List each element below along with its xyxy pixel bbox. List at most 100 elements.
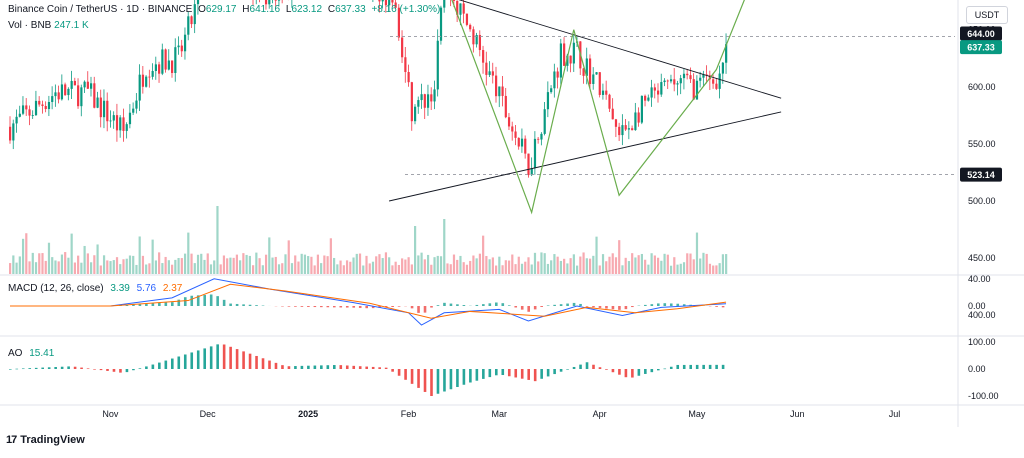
- macd-histogram-bar: [547, 305, 550, 306]
- volume-bar: [592, 256, 594, 274]
- volume-bar: [307, 256, 309, 274]
- volume-bar: [563, 259, 565, 274]
- ao-histogram-bar: [41, 368, 44, 369]
- candle: [644, 96, 646, 101]
- ao-histogram-bar: [223, 344, 226, 369]
- candle: [625, 125, 627, 129]
- volume-bar: [582, 252, 584, 274]
- candle: [142, 75, 144, 87]
- ao-histogram-bar: [203, 348, 206, 369]
- candle: [77, 85, 79, 106]
- volume-bar: [644, 260, 646, 274]
- volume-bar: [207, 253, 209, 274]
- volume-bar: [139, 236, 141, 274]
- macd-histogram-bar: [203, 295, 206, 306]
- volume-bar: [210, 264, 212, 274]
- ao-histogram-bar: [28, 368, 31, 369]
- macd-histogram-bar: [612, 306, 615, 309]
- ao-histogram-bar: [489, 369, 492, 377]
- volume-bar: [352, 257, 354, 274]
- candle: [119, 117, 121, 130]
- currency-button[interactable]: USDT: [966, 6, 1008, 24]
- ao-histogram-bar: [456, 369, 459, 387]
- volume-bar: [595, 237, 597, 274]
- volume-bar: [64, 252, 66, 274]
- ao-histogram-bar: [126, 369, 129, 372]
- volume-bar: [550, 260, 552, 274]
- ao-histogram-bar: [391, 369, 394, 372]
- ao-histogram-bar: [22, 368, 25, 369]
- volume-bar: [142, 256, 144, 274]
- volume-bar: [132, 256, 134, 274]
- ao-histogram-bar: [476, 369, 479, 381]
- volume-bar: [15, 263, 17, 274]
- candle: [557, 71, 559, 77]
- candle: [595, 72, 597, 74]
- ao-histogram-bar: [430, 369, 433, 396]
- candle: [589, 58, 591, 84]
- candle: [459, 3, 461, 14]
- volume-bar: [226, 258, 228, 274]
- ao-histogram-bar: [177, 357, 180, 369]
- macd-title: MACD (12, 26, close): [8, 283, 104, 294]
- candle: [663, 81, 665, 82]
- macd-histogram-bar: [670, 303, 673, 306]
- ao-tick-label: 0.00: [968, 364, 986, 374]
- volume-bar: [236, 255, 238, 274]
- volume-bar: [463, 262, 465, 274]
- ao-histogram-bar: [61, 367, 64, 369]
- ohlc-header: Binance Coin / TetherUS · 1D · BINANCE O…: [8, 4, 440, 15]
- ao-histogram-bar: [15, 369, 18, 370]
- ao-histogram-bar: [184, 354, 187, 369]
- candle: [148, 77, 150, 78]
- volume-bar: [22, 239, 24, 274]
- macd-histogram-bar: [359, 306, 362, 308]
- ao-histogram-bar: [586, 362, 589, 369]
- candle: [715, 84, 717, 89]
- macd-histogram-bar: [605, 306, 608, 309]
- macd-histogram-bar: [715, 306, 718, 307]
- ao-histogram-bar: [132, 369, 135, 370]
- candle: [599, 72, 601, 95]
- volume-bar: [297, 262, 299, 274]
- volume-bar: [456, 260, 458, 274]
- volume-bar: [615, 257, 617, 274]
- candle: [382, 0, 384, 1]
- macd-histogram-bar: [450, 304, 453, 306]
- volume-bar: [446, 263, 448, 274]
- ao-histogram-bar: [463, 369, 466, 385]
- macd-histogram-bar: [346, 306, 349, 308]
- macd-histogram-bar: [443, 303, 446, 306]
- macd-histogram-bar: [255, 305, 258, 306]
- volume-bar: [433, 257, 435, 274]
- volume-bar: [696, 233, 698, 274]
- candle: [275, 0, 277, 1]
- candle: [689, 75, 691, 79]
- volume-bar: [249, 256, 251, 274]
- macd-histogram-bar: [476, 305, 479, 306]
- candle: [391, 0, 393, 3]
- volume-bar: [673, 257, 675, 274]
- candle: [93, 83, 95, 107]
- volume-bar: [103, 255, 105, 274]
- volume-bar: [200, 254, 202, 274]
- ao-histogram-bar: [521, 369, 524, 379]
- volume-bar: [544, 253, 546, 274]
- candle: [152, 71, 154, 77]
- volume-bar: [573, 254, 575, 274]
- candle: [654, 87, 656, 90]
- volume-bar: [126, 259, 128, 274]
- volume-bar: [41, 253, 43, 274]
- candle: [22, 105, 24, 113]
- candle: [417, 100, 419, 107]
- ao-histogram-bar: [553, 369, 556, 374]
- macd-histogram-bar: [592, 306, 595, 307]
- volume-bar: [628, 261, 630, 274]
- candle: [109, 121, 111, 122]
- volume-bar: [333, 258, 335, 274]
- macd-histogram-bar: [177, 300, 180, 306]
- volume-bar: [349, 262, 351, 274]
- ao-histogram-bar: [398, 369, 401, 376]
- candle: [184, 35, 186, 52]
